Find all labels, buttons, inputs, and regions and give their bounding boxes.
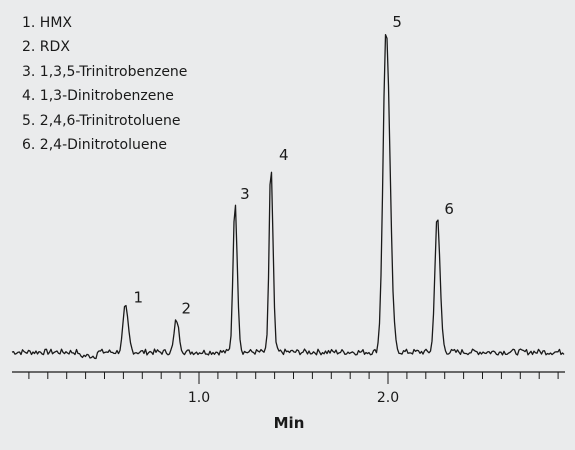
peak-label-2: 2 xyxy=(182,300,192,318)
x-tick-label-0: 1.0 xyxy=(188,390,210,406)
x-axis: 1.0 2.0 xyxy=(12,371,565,406)
legend-entry-hmx: 1. HMX xyxy=(22,15,73,31)
peak-label-5: 5 xyxy=(392,13,402,31)
peak-labels: 1 2 3 4 5 6 xyxy=(134,13,454,318)
legend-entry-dinitrobenzene: 4. 1,3-Dinitrobenzene xyxy=(22,88,174,105)
x-tick-label-1: 2.0 xyxy=(377,390,399,406)
peak-label-3: 3 xyxy=(240,185,250,203)
peak-label-1: 1 xyxy=(134,289,144,307)
legend-entry-trinitrotoluene: 5. 2,4,6-Trinitrotoluene xyxy=(22,112,181,129)
legend-entry-rdx: 2. RDX xyxy=(22,39,70,56)
chart-legend: 1. HMX 2. RDX 3. 1,3,5-Trinitrobenzene 4… xyxy=(22,11,187,157)
legend-entry-dinitrotoluene: 6. 2,4-Dinitrotoluene xyxy=(22,137,167,154)
peak-label-4: 4 xyxy=(279,146,289,164)
legend-entry-trinitrobenzene: 3. 1,3,5-Trinitrobenzene xyxy=(22,63,188,80)
trace-layer xyxy=(11,33,565,360)
peak-label-6: 6 xyxy=(444,200,454,218)
chromatogram-trace xyxy=(11,33,565,360)
x-axis-title: Min xyxy=(274,414,305,432)
